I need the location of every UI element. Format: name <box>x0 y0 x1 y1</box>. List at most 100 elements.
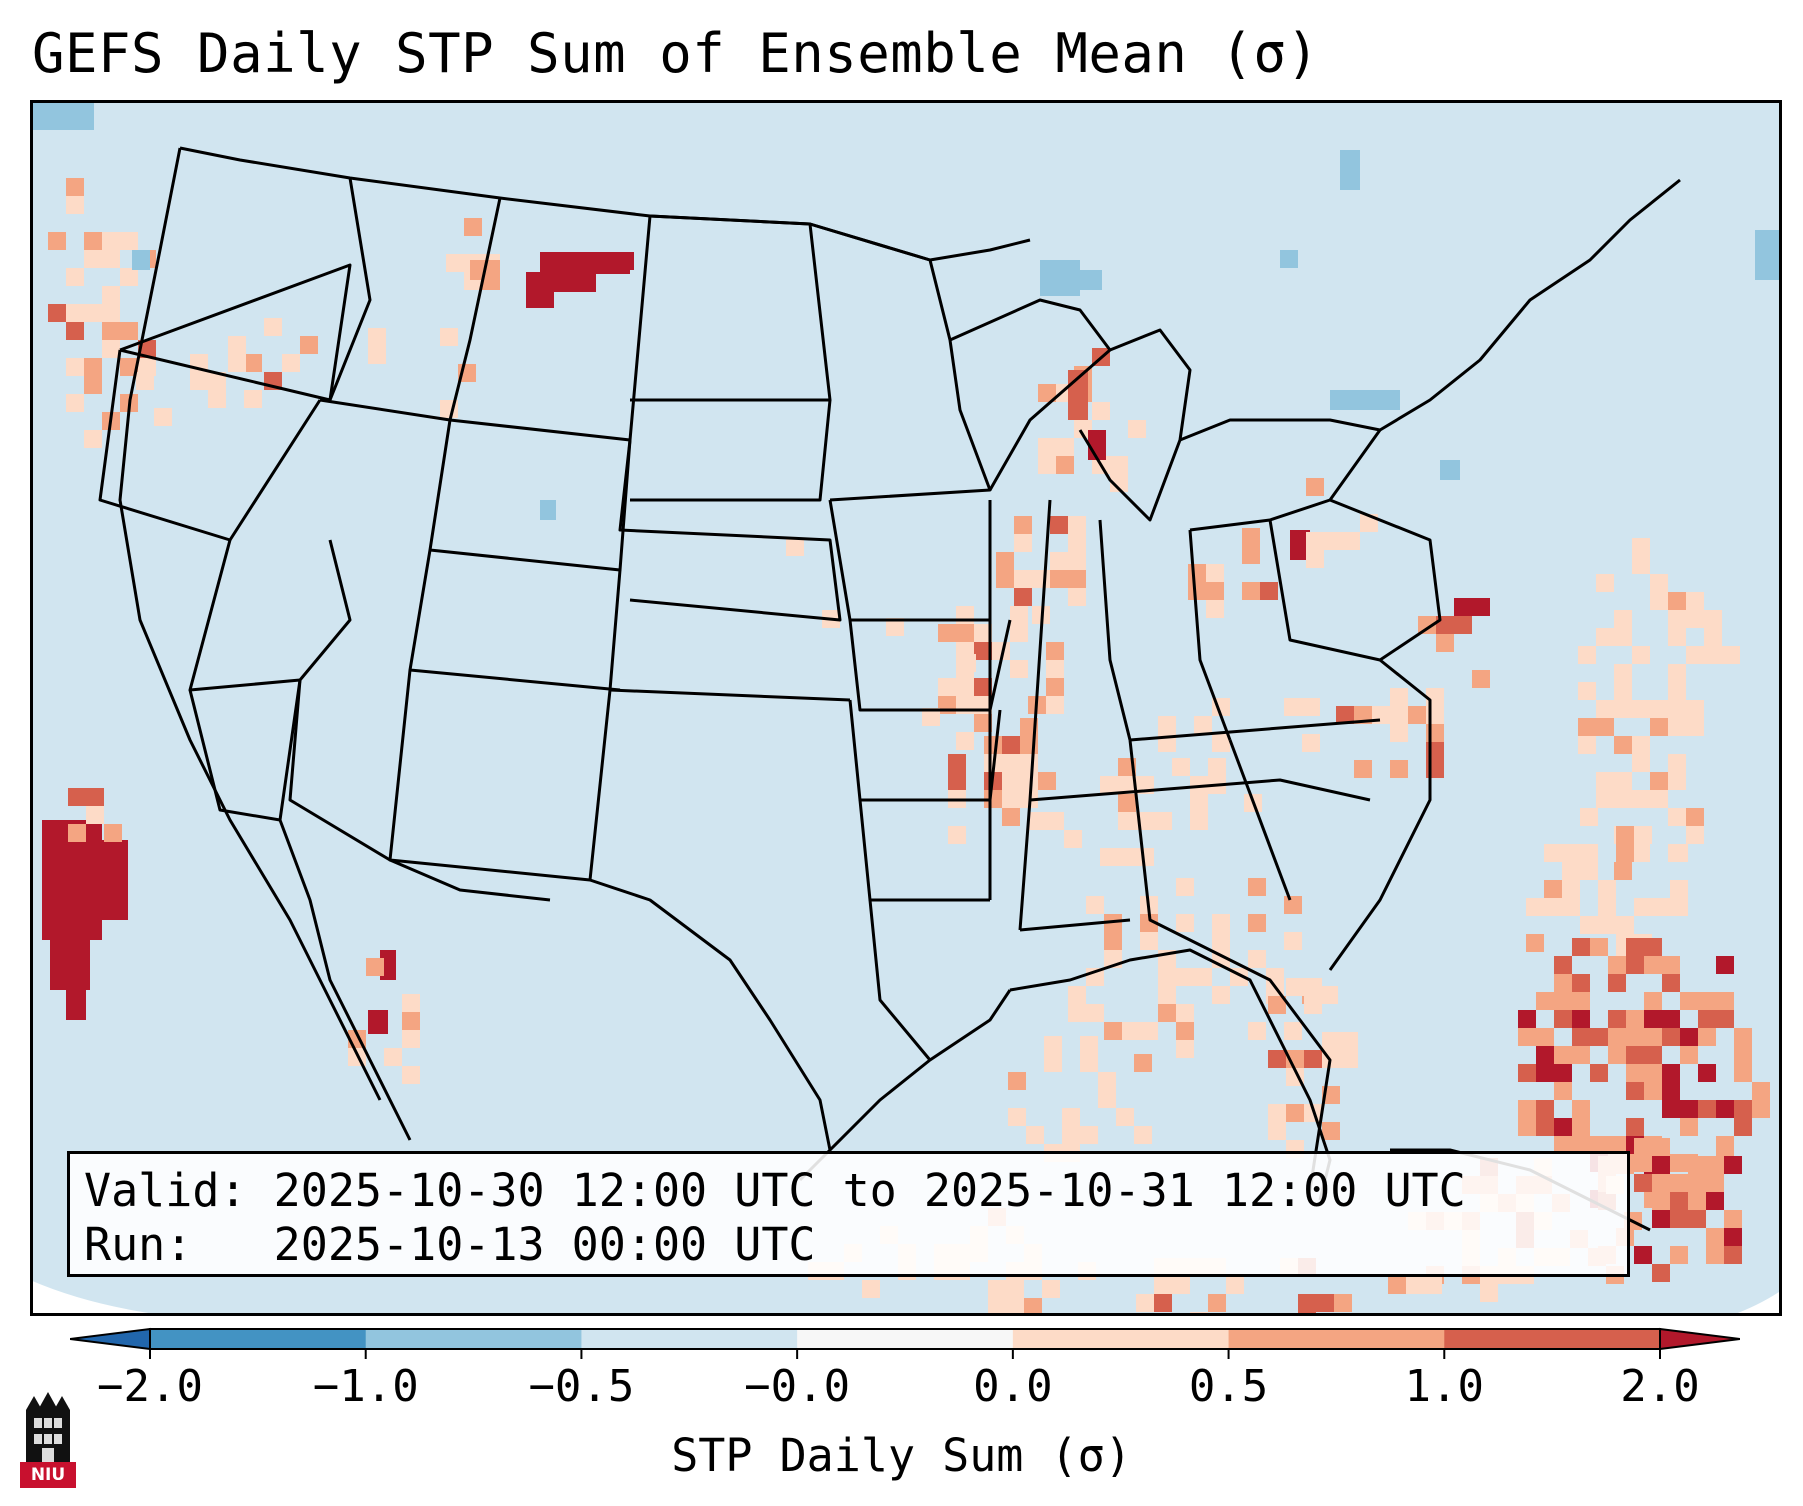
colorbar-tick-label: 0.5 <box>1188 1361 1269 1412</box>
anomaly-cell <box>66 268 84 286</box>
boundary-line <box>389 858 551 902</box>
anomaly-cell <box>1440 460 1460 480</box>
anomaly-cell <box>1298 1294 1316 1312</box>
anomaly-cell <box>368 1010 388 1034</box>
anomaly-cell <box>1268 1104 1286 1122</box>
anomaly-cell <box>1044 1054 1062 1072</box>
anomaly-cell <box>1518 1100 1536 1118</box>
boundary-line <box>1379 178 1681 432</box>
anomaly-cell <box>1046 812 1064 830</box>
anomaly-cell <box>1680 1028 1698 1046</box>
anomaly-cell <box>1304 978 1322 996</box>
anomaly-cell <box>1688 1156 1706 1174</box>
anomaly-cell <box>402 1030 420 1048</box>
anomaly-cell <box>1536 992 1554 1010</box>
anomaly-cell <box>1614 700 1632 718</box>
anomaly-cell <box>1176 968 1194 986</box>
anomaly-cell <box>1116 1108 1134 1126</box>
anomaly-cell <box>1686 718 1704 736</box>
anomaly-cell <box>1268 1050 1286 1068</box>
anomaly-cell <box>208 390 226 408</box>
anomaly-cell <box>1608 974 1626 992</box>
colorbar-tick-label: −0.5 <box>528 1361 635 1412</box>
anomaly-cell <box>1002 754 1020 772</box>
anomaly-cell <box>1590 1064 1608 1082</box>
anomaly-cell <box>1554 1082 1572 1100</box>
anomaly-cell <box>1074 420 1092 438</box>
anomaly-cell <box>1704 610 1722 628</box>
anomaly-cell <box>956 732 974 750</box>
anomaly-cell <box>84 358 102 376</box>
anomaly-cell <box>1650 790 1668 808</box>
anomaly-cell <box>1536 1028 1554 1046</box>
anomaly-cell <box>1526 898 1544 916</box>
anomaly-cell <box>1572 1136 1590 1154</box>
anomaly-cell <box>86 788 104 806</box>
anomaly-cell <box>102 232 120 250</box>
anomaly-cell <box>1032 570 1050 588</box>
anomaly-cell <box>84 376 102 394</box>
anomaly-cell <box>1118 794 1136 812</box>
anomaly-cell <box>974 678 992 696</box>
anomaly-cell <box>1242 546 1260 564</box>
anomaly-cell <box>1614 682 1632 700</box>
anomaly-cell <box>1242 528 1260 546</box>
anomaly-cell <box>68 788 86 806</box>
projection-edge <box>30 1280 170 1316</box>
anomaly-cell <box>1634 826 1652 844</box>
anomaly-cell <box>1194 716 1212 734</box>
anomaly-cell <box>1752 1100 1770 1118</box>
anomaly-cell <box>1140 1022 1158 1040</box>
anomaly-cell <box>1068 516 1086 534</box>
boundary-line <box>119 263 352 402</box>
anomaly-cell <box>1014 588 1032 606</box>
anomaly-cell <box>244 390 262 408</box>
anomaly-cell <box>1472 670 1490 688</box>
anomaly-cell <box>1626 938 1644 956</box>
boundary-line <box>288 679 391 862</box>
anomaly-cell <box>1632 736 1650 754</box>
anomaly-cell <box>1002 772 1020 790</box>
anomaly-cell <box>1080 1126 1098 1144</box>
anomaly-cell <box>1190 812 1208 830</box>
anomaly-cell <box>1670 898 1688 916</box>
anomaly-cell <box>154 408 172 426</box>
anomaly-cell <box>102 304 120 322</box>
anomaly-cell <box>1010 660 1028 678</box>
anomaly-cell <box>1340 1032 1358 1050</box>
anomaly-cell <box>1668 628 1686 646</box>
anomaly-cell <box>86 806 104 824</box>
anomaly-cell <box>1644 1028 1662 1046</box>
anomaly-cell <box>1686 610 1704 628</box>
anomaly-cell <box>1614 628 1632 646</box>
anomaly-cell <box>1734 1028 1752 1046</box>
boundary-line <box>319 197 502 422</box>
anomaly-cell <box>1734 1118 1752 1136</box>
anomaly-cell <box>1668 700 1686 718</box>
anomaly-cell <box>1280 250 1298 268</box>
anomaly-cell <box>984 736 1002 754</box>
boundary-line <box>949 298 1112 491</box>
anomaly-cell <box>1024 1298 1042 1316</box>
anomaly-cell <box>1724 1228 1742 1246</box>
anomaly-cell <box>1242 582 1260 600</box>
colorbar-segment <box>1228 1329 1445 1349</box>
anomaly-cell <box>136 372 154 390</box>
anomaly-cell <box>1608 956 1626 974</box>
anomaly-cell <box>1158 968 1176 986</box>
anomaly-cell <box>1248 914 1266 932</box>
anomaly-cell <box>1562 862 1580 880</box>
anomaly-cell <box>66 980 86 1020</box>
anomaly-cell <box>1068 986 1086 1004</box>
anomaly-cell <box>1662 1028 1680 1046</box>
anomaly-cell <box>1118 848 1136 866</box>
anomaly-cell <box>1650 772 1668 790</box>
anomaly-cell <box>1208 758 1226 776</box>
anomaly-cell <box>1306 478 1324 496</box>
anomaly-cell <box>1644 1082 1662 1100</box>
anomaly-cell <box>1104 1022 1122 1040</box>
anomaly-cell <box>1134 1126 1152 1144</box>
anomaly-cell <box>1572 1118 1590 1136</box>
anomaly-cell <box>1068 534 1086 552</box>
anomaly-cell <box>1002 790 1020 808</box>
